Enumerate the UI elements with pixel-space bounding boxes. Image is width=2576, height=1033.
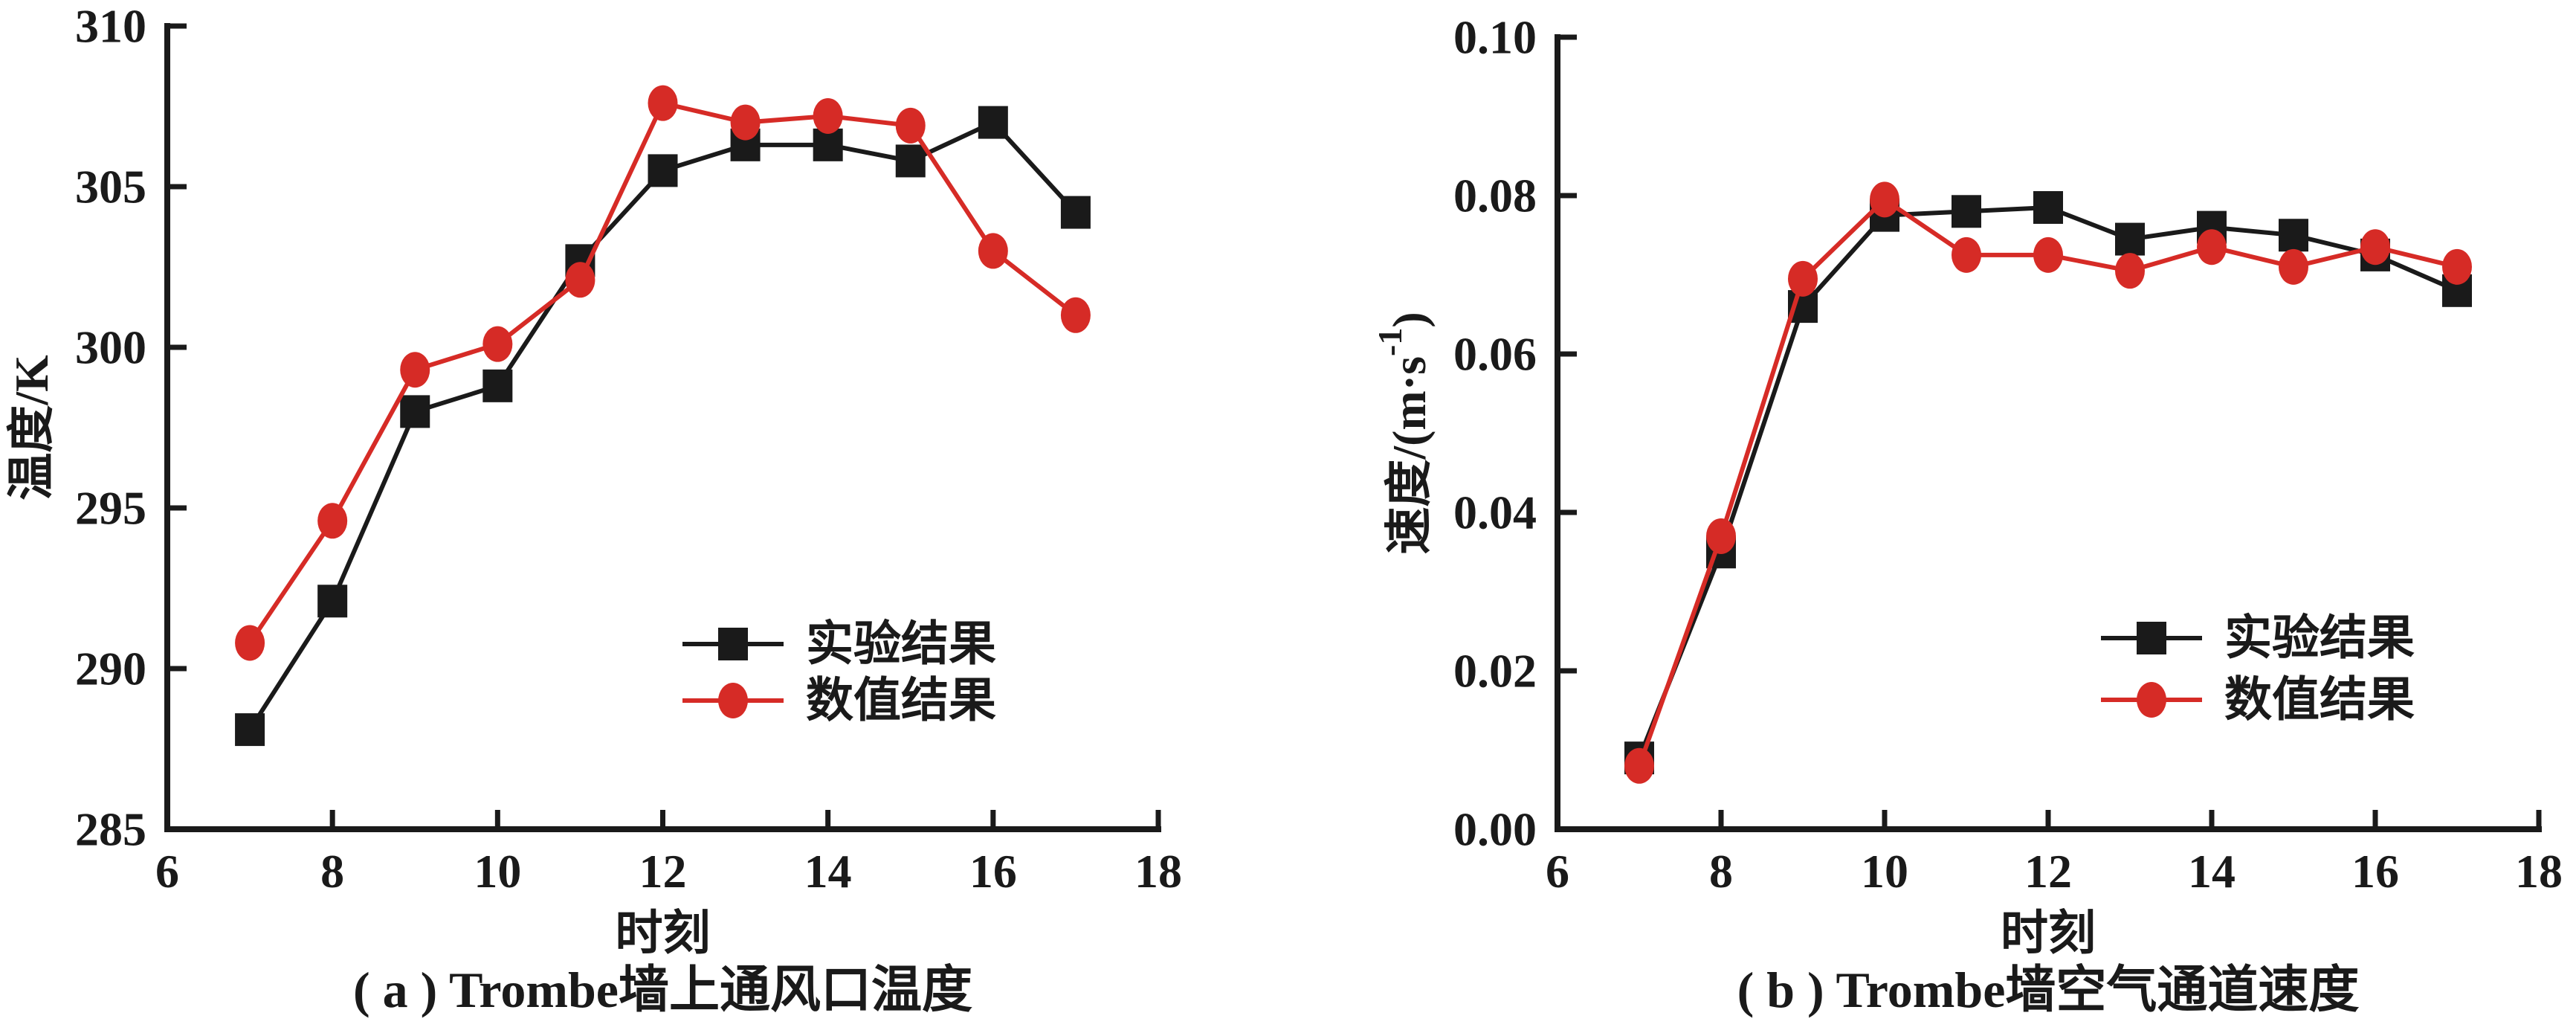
numerical-marker bbox=[2360, 229, 2390, 266]
numerical-marker bbox=[813, 97, 843, 134]
x-tick-label: 10 bbox=[1861, 845, 1908, 898]
legend-label-numerical: 数值结果 bbox=[2224, 674, 2415, 727]
experimental-marker bbox=[2115, 222, 2145, 256]
x-tick-label: 18 bbox=[1134, 845, 1182, 898]
x-tick-label: 8 bbox=[320, 845, 344, 898]
experimental-marker bbox=[317, 585, 348, 618]
experimental-marker bbox=[648, 154, 678, 187]
y-axis-label: 温度/K bbox=[5, 355, 58, 501]
chart-b: 6 8 10 12 14 16 18 0.00 0.02 0.04 0.06 0.08 0.10 实验结果… bbox=[1371, 11, 2563, 1019]
y-tick-label: 0.06 bbox=[1453, 328, 1537, 381]
series-numerical bbox=[1624, 181, 2472, 784]
legend-item-experimental: 实验结果 bbox=[682, 618, 996, 671]
legend-label-experimental: 实验结果 bbox=[806, 618, 996, 671]
numerical-marker bbox=[648, 85, 678, 121]
x-tick-label: 10 bbox=[474, 845, 521, 898]
x-tick-label: 12 bbox=[2024, 845, 2072, 898]
axis-spines bbox=[164, 23, 1161, 832]
chart-caption-a: ( a ) Trombe墙上通风口温度 bbox=[353, 962, 972, 1018]
experimental-marker bbox=[978, 106, 1008, 139]
x-tick-label: 12 bbox=[639, 845, 687, 898]
numerical-marker bbox=[1060, 297, 1091, 333]
numerical-marker bbox=[730, 104, 761, 141]
numerical-marker bbox=[1952, 236, 1981, 273]
legend-circle-marker-icon bbox=[2137, 682, 2166, 718]
numerical-marker bbox=[1624, 747, 1654, 784]
y-tick-label: 0.08 bbox=[1453, 170, 1537, 222]
numerical-marker bbox=[2033, 236, 2063, 273]
y-tick-label: 0.00 bbox=[1453, 803, 1537, 856]
experimental-marker bbox=[2279, 219, 2308, 252]
experimental-marker bbox=[1060, 196, 1091, 229]
numerical-marker bbox=[482, 326, 513, 362]
x-axis-label: 时刻 bbox=[2001, 907, 2096, 960]
experimental-marker bbox=[813, 128, 843, 161]
legend-item-numerical: 数值结果 bbox=[682, 675, 996, 727]
legend-label-experimental: 实验结果 bbox=[2224, 612, 2415, 665]
y-tick-label: 290 bbox=[75, 643, 146, 695]
legend-circle-marker-icon bbox=[718, 683, 748, 718]
legend-item-numerical: 数值结果 bbox=[2101, 674, 2415, 727]
axes: 6 8 10 12 14 16 18 0.00 0.02 0.04 0.06 0.08 0.10 bbox=[1453, 11, 2563, 898]
x-tick-label: 8 bbox=[1709, 845, 1733, 898]
x-axis-label: 时刻 bbox=[616, 907, 711, 960]
numerical-marker bbox=[978, 233, 1008, 269]
x-tick-label: 18 bbox=[2515, 845, 2563, 898]
y-tick-label: 0.10 bbox=[1453, 11, 1537, 64]
y-tick-label: 295 bbox=[75, 482, 146, 535]
legend-item-experimental: 实验结果 bbox=[2101, 612, 2415, 665]
series-numerical bbox=[235, 85, 1091, 661]
chart-caption-b: ( b ) Trombe墙空气通道速度 bbox=[1737, 962, 2360, 1018]
x-tick-label: 14 bbox=[804, 845, 852, 898]
y-axis-label: 速度/(m·s-1) bbox=[1371, 312, 1436, 554]
numerical-marker bbox=[1706, 518, 1736, 554]
y-tick-label: 285 bbox=[75, 803, 146, 856]
numerical-marker bbox=[895, 107, 926, 144]
numerical-marker bbox=[2279, 248, 2308, 285]
experimental-marker bbox=[895, 144, 926, 178]
y-tick-label: 305 bbox=[75, 161, 146, 213]
x-tick-label: 6 bbox=[155, 845, 179, 898]
x-tick-label: 14 bbox=[2188, 845, 2236, 898]
x-tick-label: 16 bbox=[2351, 845, 2399, 898]
legend-square-marker-icon bbox=[718, 628, 748, 660]
experimental-marker bbox=[1952, 195, 1981, 228]
experimental-marker bbox=[2033, 190, 2063, 224]
x-tick-label: 6 bbox=[1546, 845, 1569, 898]
numerical-marker bbox=[235, 625, 265, 661]
y-tick-label: 0.04 bbox=[1453, 486, 1537, 539]
y-tick-label: 300 bbox=[75, 321, 146, 374]
series-experimental bbox=[235, 106, 1091, 747]
numerical-marker bbox=[1870, 181, 1899, 218]
numerical-marker bbox=[565, 262, 595, 298]
axes: 6 8 10 12 14 16 18 285 290 295 300 305 310 bbox=[75, 0, 1182, 898]
experimental-marker bbox=[482, 369, 513, 402]
experimental-marker bbox=[400, 395, 430, 428]
numerical-marker bbox=[2442, 248, 2472, 285]
numerical-marker bbox=[1788, 260, 1818, 297]
legend-label-numerical: 数值结果 bbox=[806, 675, 996, 727]
numerical-marker bbox=[2115, 253, 2145, 289]
y-tick-label: 0.02 bbox=[1453, 645, 1537, 698]
numerical-marker bbox=[400, 352, 430, 388]
y-tick-label: 310 bbox=[75, 0, 146, 53]
numerical-marker bbox=[317, 503, 348, 539]
experimental-marker bbox=[235, 713, 265, 747]
legend-square-marker-icon bbox=[2137, 622, 2166, 654]
numerical-marker bbox=[2197, 229, 2227, 266]
x-tick-label: 16 bbox=[969, 845, 1017, 898]
